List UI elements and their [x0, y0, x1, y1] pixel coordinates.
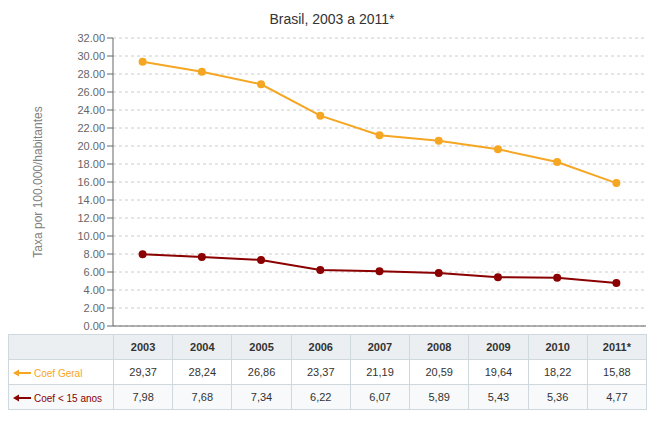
- html-text:Coef Geral: Coef Geral: [34, 367, 83, 379]
- html-text:2004: 2004: [190, 341, 215, 353]
- html-text:19,64: 19,64: [484, 366, 513, 378]
- svg-text:26.00: 26.00: [77, 86, 105, 98]
- html-text:2011*: 2011*: [602, 341, 631, 353]
- html-text:2008: 2008: [427, 341, 452, 353]
- html-text:2003: 2003: [130, 341, 156, 353]
- svg-text:32.00: 32.00: [77, 32, 105, 44]
- svg-text:10.00: 10.00: [77, 230, 105, 242]
- html-text:29,37: 29,37: [129, 366, 157, 378]
- html-text:5,43: 5,43: [487, 391, 510, 403]
- svg-text:24.00: 24.00: [77, 104, 105, 116]
- svg-text:22.00: 22.00: [77, 122, 105, 134]
- svg-text:4.00: 4.00: [84, 284, 105, 296]
- html-text:2005: 2005: [249, 341, 274, 353]
- svg-text:28.00: 28.00: [77, 68, 105, 80]
- html-text:Brasil, 2003 a 2011*: Brasil, 2003 a 2011*: [269, 11, 395, 27]
- svg-text:Taxa por 100.000/habitantes: Taxa por 100.000/habitantes: [31, 106, 45, 257]
- svg-text:20.00: 20.00: [77, 140, 105, 152]
- html-text:26,86: 26,86: [247, 366, 276, 378]
- svg-text:12.00: 12.00: [77, 212, 105, 224]
- html-text:21,19: 21,19: [366, 366, 394, 378]
- html-text:2009: 2009: [486, 341, 511, 353]
- html-text:7,68: 7,68: [191, 391, 213, 403]
- html-text:5,36: 5,36: [546, 391, 569, 403]
- svg-text:0.00: 0.00: [84, 320, 105, 330]
- html-text:4,77: 4,77: [606, 391, 628, 403]
- html-text:2010: 2010: [545, 341, 570, 353]
- html-text:7,34: 7,34: [250, 391, 273, 403]
- html-text:2006: 2006: [308, 341, 333, 353]
- svg-text:8.00: 8.00: [84, 248, 105, 260]
- html-text:18,22: 18,22: [543, 366, 572, 378]
- html-text:20,59: 20,59: [425, 366, 453, 378]
- svg-text:16.00: 16.00: [77, 176, 105, 188]
- html-text:7,98: 7,98: [132, 391, 154, 403]
- html-text:6,22: 6,22: [310, 391, 332, 403]
- html-text:Coef < 15 anos: Coef < 15 anos: [34, 392, 103, 404]
- html-text:23,37: 23,37: [307, 366, 335, 378]
- svg-text:30.00: 30.00: [77, 50, 105, 62]
- svg-text:14.00: 14.00: [77, 194, 105, 206]
- html-text:28,24: 28,24: [188, 366, 217, 378]
- html-text:6,07: 6,07: [369, 391, 391, 403]
- svg-text:6.00: 6.00: [84, 266, 105, 278]
- html-text:2007: 2007: [367, 341, 393, 353]
- html-text:5,89: 5,89: [428, 391, 450, 403]
- html-text:15,88: 15,88: [603, 366, 631, 378]
- svg-text:2.00: 2.00: [84, 302, 105, 314]
- svg-text:18.00: 18.00: [77, 158, 105, 170]
